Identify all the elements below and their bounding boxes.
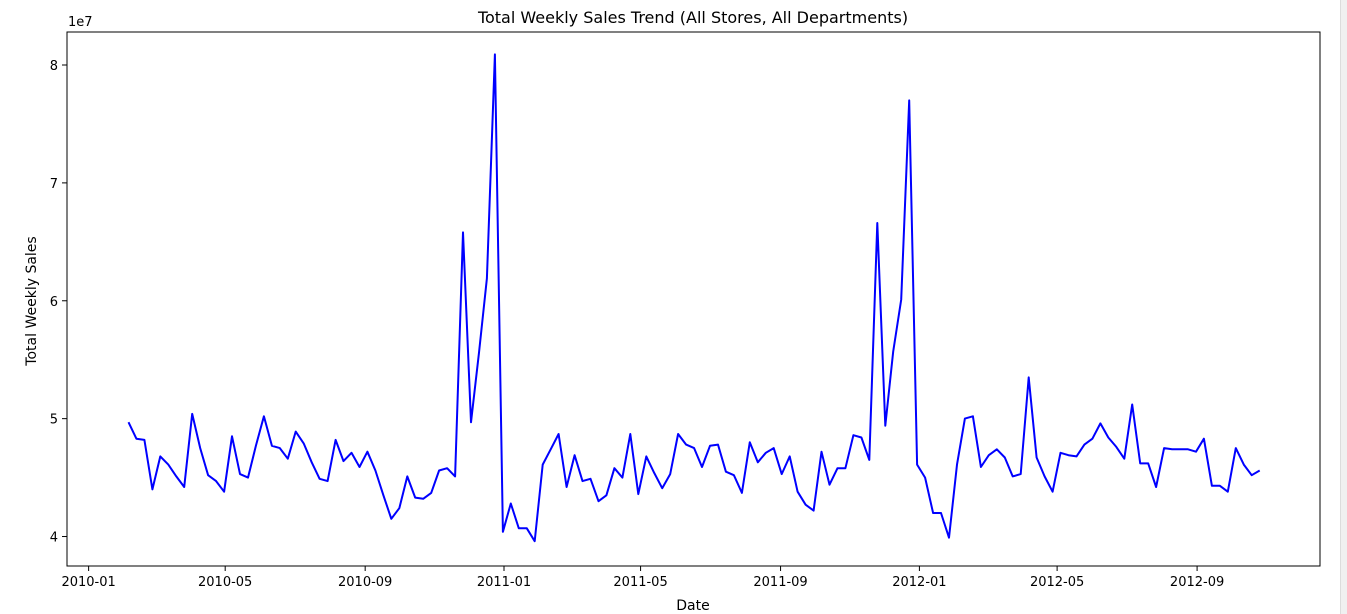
x-tick-label-8: 2012-09: [1170, 575, 1224, 590]
chart-title: Total Weekly Sales Trend (All Stores, Al…: [477, 8, 908, 27]
x-tick-label-5: 2011-09: [753, 575, 807, 590]
y-axis-offset-label: 1e7: [68, 15, 93, 30]
plot-area: 2010-01 2010-05 2010-09 2011-01 2011-05 2011-…: [50, 31, 1321, 590]
x-tick-label-7: 2012-05: [1030, 575, 1084, 590]
x-tick-label-3: 2011-01: [477, 575, 531, 590]
axes-frame: [66, 31, 1321, 567]
y-tick-label-2: 6: [50, 295, 58, 310]
window-scrollbar[interactable]: [1340, 0, 1347, 614]
x-tick-label-6: 2012-01: [892, 575, 946, 590]
x-tick-label-2: 2010-09: [338, 575, 392, 590]
x-axis-label: Date: [676, 598, 709, 614]
series-line-0: [127, 53, 1261, 543]
y-axis-label: Total Weekly Sales: [24, 236, 40, 366]
y-tick-label-4: 8: [50, 59, 58, 74]
x-tick-label-0: 2010-01: [61, 575, 115, 590]
x-tick-label-4: 2011-05: [613, 575, 667, 590]
y-tick-label-3: 7: [50, 177, 58, 192]
x-tick-label-1: 2010-05: [198, 575, 252, 590]
y-tick-label-1: 5: [50, 413, 58, 428]
y-tick-label-0: 4: [50, 531, 58, 546]
